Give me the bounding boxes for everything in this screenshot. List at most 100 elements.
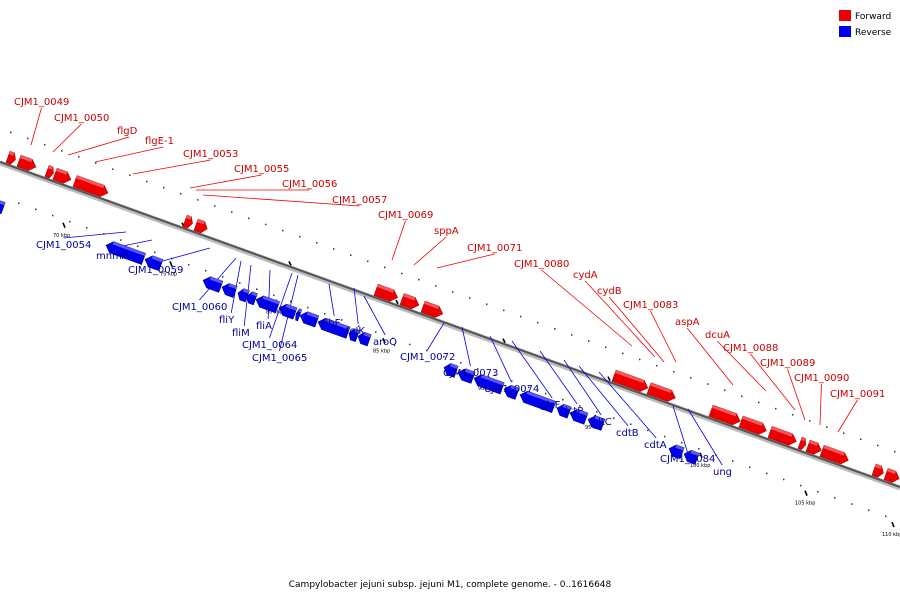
- scale-dot: [248, 217, 250, 220]
- scale-dot: [477, 368, 479, 370]
- scale-dot: [605, 346, 607, 348]
- forward-gene-label: CJM1_0091: [830, 389, 885, 400]
- scale-dot: [554, 328, 556, 330]
- reverse-gene-label: CJM1_0074: [484, 384, 539, 395]
- forward-gene-arrow: [646, 382, 676, 402]
- scale-dot: [758, 401, 760, 404]
- reverse-gene-arrow-highlight: [353, 328, 360, 334]
- reverse-gene-arrow-highlight: [209, 276, 223, 284]
- reverse-gene-arrow-shape: [221, 283, 238, 298]
- reverse-gene-label: cdtC: [589, 417, 612, 428]
- reverse-leader-line: [578, 365, 629, 427]
- reverse-leader-line: [328, 283, 335, 317]
- reverse-gene-arrow: [443, 363, 459, 378]
- forward-leader-line: [750, 353, 796, 411]
- reverse-gene-label: CJM1_0065: [252, 353, 307, 364]
- scale-dot: [494, 374, 496, 376]
- forward-gene-arrow-shape: [52, 167, 72, 184]
- forward-gene-label: flgD: [117, 126, 138, 137]
- forward-gene-label: CJM1_0083: [623, 300, 678, 311]
- forward-gene-arrow-highlight: [615, 370, 645, 384]
- forward-gene-arrow-shape: [5, 150, 16, 165]
- scale-dot: [10, 131, 12, 134]
- forward-leader-line: [787, 368, 806, 421]
- reverse-gene-arrow-highlight: [262, 295, 280, 305]
- reverse-gene-arrow-highlight: [690, 450, 700, 456]
- reverse-gene-arrow-shape: [295, 308, 303, 322]
- reverse-gene-arrow-shape: [317, 317, 351, 339]
- scale-dot: [273, 294, 275, 297]
- forward-gene-label: CJM1_0053: [183, 149, 238, 160]
- scale-dot: [18, 202, 20, 204]
- reverse-gene-arrow-shape: [457, 368, 476, 384]
- kbp-label: 75 kbp: [160, 271, 177, 277]
- forward-gene-arrow-shape: [805, 439, 822, 455]
- reverse-leader-line: [489, 335, 512, 383]
- reverse-leader-line: [353, 287, 359, 325]
- reverse-gene-arrow-shape: [587, 415, 606, 431]
- reverse-gene-arrow-highlight: [151, 255, 164, 263]
- scale-dot: [486, 303, 488, 305]
- reverse-gene-arrow: [668, 444, 685, 460]
- forward-gene-label: CJM1_0055: [234, 164, 289, 175]
- forward-gene-arrow-highlight: [186, 215, 192, 220]
- scale-dot: [630, 423, 632, 425]
- scale-dot: [571, 334, 573, 336]
- scale-dot: [775, 407, 777, 410]
- scale-dot: [826, 426, 828, 428]
- forward-gene-arrow-shape: [708, 404, 741, 426]
- scale-dot: [435, 285, 437, 287]
- reverse-gene-arrow: [587, 415, 606, 431]
- legend-forward-swatch: [839, 10, 851, 21]
- scale-dot: [358, 325, 360, 327]
- reverse-gene-arrow-highlight: [449, 363, 459, 369]
- scale-dot: [163, 186, 165, 189]
- reverse-gene-label: fliA: [256, 321, 272, 332]
- forward-gene-arrow-shape: [44, 165, 54, 179]
- reverse-gene-arrow-shape: [0, 199, 6, 215]
- reverse-gene-arrow-highlight: [251, 291, 258, 297]
- legend: Forward Reverse: [839, 10, 892, 38]
- scale-dot: [639, 358, 641, 361]
- scale-dot: [401, 272, 403, 275]
- forward-gene-arrow: [16, 154, 37, 171]
- kbp-label: 70 kbp: [53, 233, 70, 239]
- scale-dot: [783, 478, 785, 481]
- kbp-label: 85 kbp: [373, 348, 390, 354]
- forward-gene-arrow-highlight: [875, 463, 882, 469]
- forward-leader-line: [541, 269, 633, 347]
- forward-gene-arrow-shape: [883, 467, 900, 483]
- reverse-gene-arrow: [457, 368, 476, 384]
- forward-gene-label: CJM1_0050: [54, 113, 109, 124]
- reverse-leader-line: [267, 269, 271, 320]
- reverse-gene-label: CJM1_0059: [128, 265, 183, 276]
- forward-gene-label: aspA: [675, 317, 700, 328]
- forward-gene-arrow-highlight: [20, 155, 33, 163]
- reverse-gene-label: folK: [346, 326, 365, 337]
- scale-dot: [146, 180, 148, 183]
- reverse-leader-line: [155, 247, 211, 264]
- reverse-gene-arrow-highlight: [306, 311, 319, 319]
- reverse-gene-arrow-highlight: [576, 409, 589, 416]
- scale-dot: [290, 300, 292, 303]
- reverse-gene-arrow-highlight: [228, 283, 238, 290]
- reverse-gene-arrow-shape: [556, 403, 572, 419]
- reverse-gene-arrow-highlight: [594, 415, 606, 422]
- reverse-leader-line: [539, 350, 578, 405]
- reverse-leader-line: [461, 326, 471, 367]
- forward-gene-label: CJM1_0090: [794, 373, 849, 384]
- reverse-gene-arrow-shape: [503, 384, 520, 400]
- scale-dot: [307, 306, 309, 309]
- reverse-gene-arrow-shape: [237, 288, 250, 303]
- reverse-gene-arrow: [237, 288, 250, 303]
- forward-gene-label: dcuA: [705, 330, 730, 341]
- reverse-gene-arrow-highlight: [480, 374, 505, 386]
- scale-dot: [792, 414, 794, 416]
- forward-gene-arrow-shape: [871, 463, 884, 478]
- reverse-gene-label: CJM1_0054: [36, 240, 91, 251]
- reverse-gene-label: mnmA: [96, 251, 129, 262]
- reverse-gene-arrow-highlight: [510, 385, 520, 391]
- scale-dot: [843, 432, 845, 434]
- forward-leader-line: [30, 107, 42, 146]
- scale-dot: [367, 260, 369, 263]
